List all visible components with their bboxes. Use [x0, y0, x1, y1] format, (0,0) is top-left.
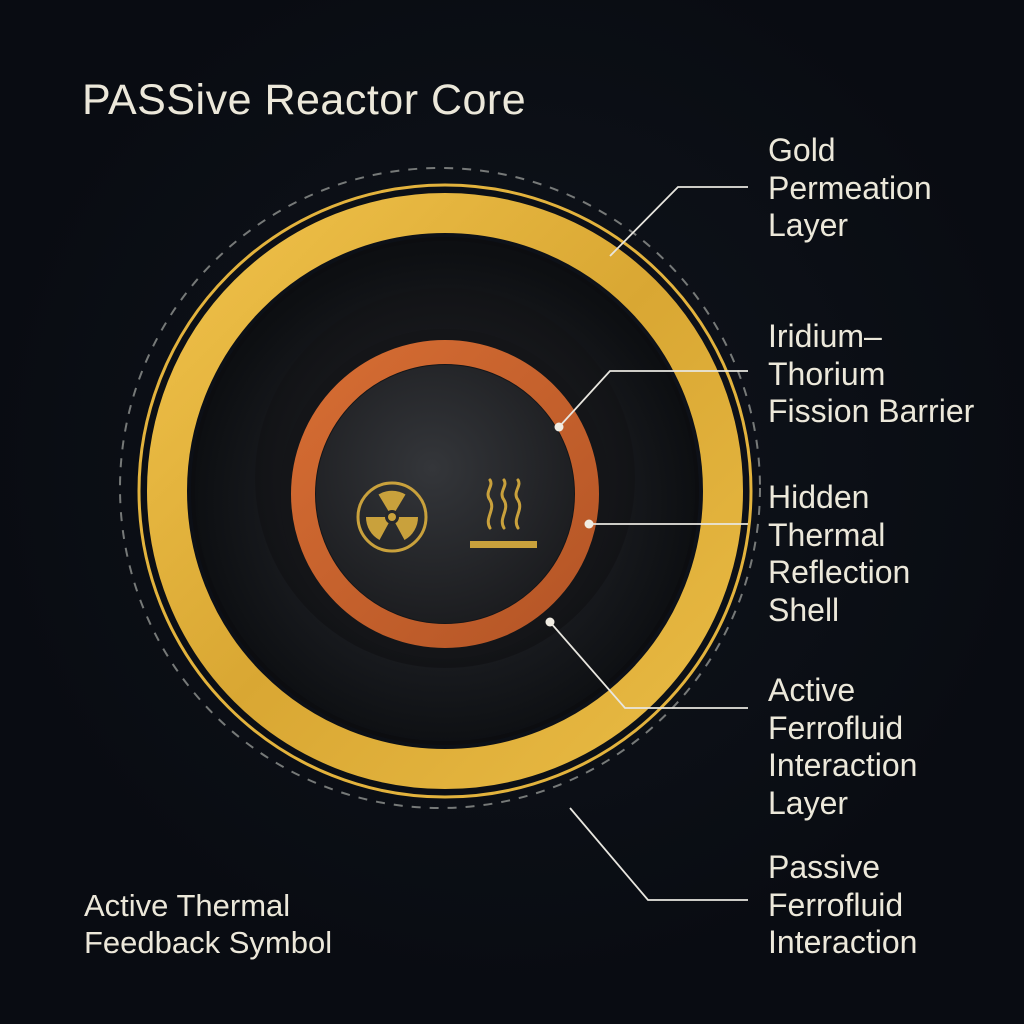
heat-icon	[470, 478, 537, 548]
dashed-orbit	[119, 167, 761, 809]
page-title: PASSive Reactor Core	[82, 76, 527, 124]
label-gold-permeation-layer: Gold Permeation Layer	[768, 132, 932, 245]
label-line: Interaction	[768, 924, 918, 960]
gold-inner-line	[191, 237, 699, 745]
leader-passive-ferro	[569, 807, 748, 901]
label-thermal-feedback-symbol: Active Thermal Feedback Symbol	[84, 887, 332, 961]
radiation-icon	[356, 481, 428, 553]
core-chamber	[316, 365, 574, 623]
label-line: Gold	[768, 132, 836, 168]
label-line: Ferrofluid	[768, 886, 904, 923]
label-line: Thorium	[768, 355, 886, 392]
label-line: Shell	[768, 591, 840, 628]
label-line: Layer	[768, 784, 849, 821]
label-line: Permeation	[768, 169, 932, 206]
label-iridium-thorium-barrier: Iridium– Thorium Fission Barrier	[768, 318, 974, 431]
leader-gold	[609, 186, 748, 257]
label-line: Feedback Symbol	[84, 925, 333, 960]
label-line: Hidden	[768, 479, 870, 515]
leader-active-ferro	[549, 621, 748, 709]
label-hidden-thermal-shell: Hidden Thermal Reflection Shell	[768, 479, 910, 629]
fission-barrier-ring	[291, 340, 599, 648]
gold-outer-line	[137, 183, 753, 799]
label-passive-ferrofluid-interaction: Passive Ferrofluid Interaction	[768, 849, 917, 962]
label-line: Fission Barrier	[768, 393, 975, 429]
leader-iridium	[558, 370, 748, 428]
label-active-ferrofluid-layer: Active Ferrofluid Interaction Layer	[768, 672, 917, 822]
gold-permeation-ring	[147, 193, 743, 789]
label-line: Reflection	[768, 554, 911, 590]
leader-dots	[545, 422, 594, 627]
label-line: Iridium–	[768, 318, 882, 354]
label-line: Active Thermal	[84, 888, 291, 923]
label-line: Thermal	[768, 516, 886, 553]
leader-lines	[549, 186, 748, 901]
label-line: Passive	[768, 849, 881, 885]
label-line: Layer	[768, 207, 849, 243]
label-line: Active	[768, 672, 856, 708]
label-line: Interaction	[768, 747, 918, 783]
label-line: Ferrofluid	[768, 709, 904, 746]
